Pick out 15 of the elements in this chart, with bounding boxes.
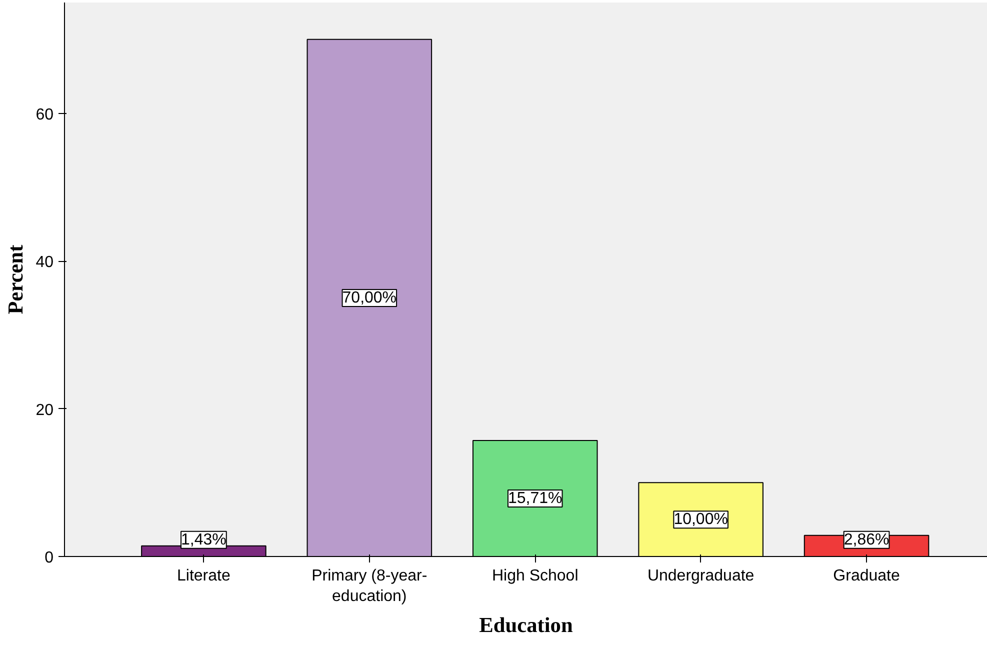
x-tick-label: High School bbox=[492, 568, 578, 584]
data-label: 10,00% bbox=[674, 511, 728, 528]
data-label: 1,43% bbox=[181, 531, 226, 548]
y-tick-label: 0 bbox=[44, 550, 54, 566]
x-tick-label: Undergraduate bbox=[647, 568, 754, 584]
x-tick-label: Graduate bbox=[833, 568, 900, 584]
x-tick-label: Literate bbox=[177, 568, 230, 584]
y-tick-label: 20 bbox=[36, 402, 54, 419]
x-tick-label: Primary (8-year-education) bbox=[312, 568, 428, 605]
x-axis-title: Education bbox=[479, 612, 573, 637]
y-tick-label: 40 bbox=[36, 254, 54, 272]
y-tick-label: 60 bbox=[36, 106, 54, 124]
data-label: 15,71% bbox=[508, 490, 562, 507]
data-label: 70,00% bbox=[342, 289, 397, 306]
y-axis-title: Percent bbox=[4, 244, 28, 314]
